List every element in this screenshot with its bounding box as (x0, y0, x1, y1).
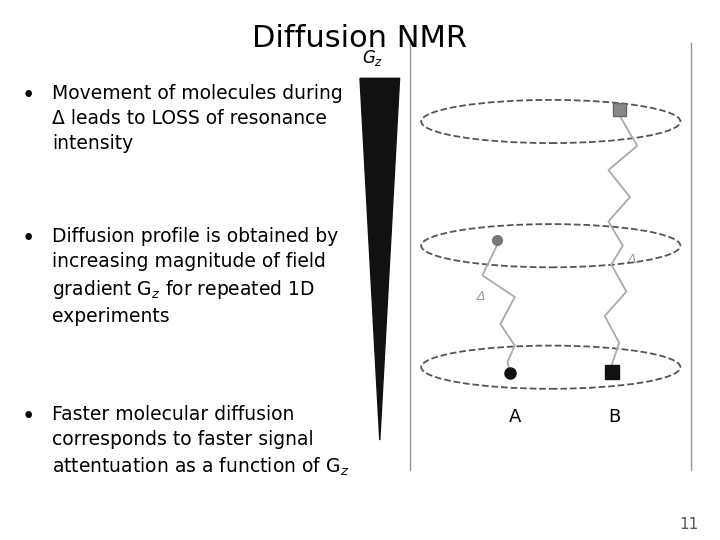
Text: Faster molecular diffusion
corresponds to faster signal
attentuation as a functi: Faster molecular diffusion corresponds t… (52, 405, 349, 478)
Text: Diffusion NMR: Diffusion NMR (253, 24, 467, 53)
Polygon shape (360, 78, 400, 440)
Text: Δ: Δ (628, 253, 636, 266)
Text: A: A (508, 408, 521, 426)
Text: $G_z$: $G_z$ (362, 48, 384, 68)
Text: 11: 11 (679, 517, 698, 532)
Text: Movement of molecules during
Δ leads to LOSS of resonance
intensity: Movement of molecules during Δ leads to … (52, 84, 343, 153)
Text: •: • (22, 227, 35, 250)
Text: •: • (22, 84, 35, 107)
Text: B: B (608, 408, 621, 426)
Bar (613, 104, 626, 116)
Text: Δ: Δ (477, 291, 485, 303)
Bar (605, 366, 619, 379)
Text: •: • (22, 405, 35, 428)
Text: Diffusion profile is obtained by
increasing magnitude of field
gradient G$_z$ fo: Diffusion profile is obtained by increas… (52, 227, 338, 326)
